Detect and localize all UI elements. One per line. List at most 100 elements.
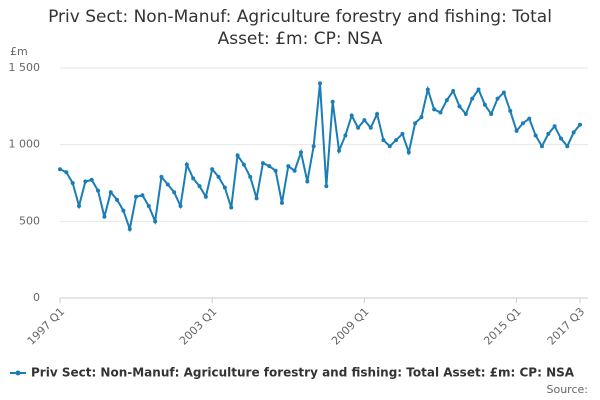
data-point (241, 162, 246, 167)
data-point (260, 161, 265, 166)
data-point (457, 104, 462, 109)
data-point (444, 98, 449, 103)
data-point (381, 138, 386, 143)
data-point (298, 150, 303, 155)
y-tick-label: 1 000 (9, 138, 41, 151)
data-point (482, 102, 487, 107)
data-point (368, 125, 373, 130)
data-point (96, 188, 101, 193)
source: Source: (547, 383, 589, 396)
data-point (508, 108, 513, 113)
data-point (222, 185, 227, 190)
data-point (273, 168, 278, 173)
data-point (229, 205, 234, 210)
data-point (495, 96, 500, 101)
data-point (438, 110, 443, 115)
data-point (546, 131, 551, 136)
data-point (64, 170, 69, 175)
x-tick-label: 2017 Q3 (545, 305, 588, 348)
data-point (89, 177, 94, 182)
data-point (394, 138, 399, 143)
data-point (203, 194, 208, 199)
data-point (210, 167, 215, 172)
data-point (413, 121, 418, 126)
data-point (489, 112, 494, 116)
data-point (432, 107, 437, 112)
legend-marker (15, 370, 21, 376)
data-point (349, 113, 354, 118)
data-point (375, 112, 380, 116)
data-point (425, 87, 430, 92)
chart-title: Priv Sect: Non-Manuf: Agriculture forest… (48, 7, 552, 49)
data-point (463, 112, 468, 116)
data-point (248, 174, 253, 179)
data-point (318, 81, 322, 86)
data-point (406, 150, 411, 155)
data-point (419, 115, 424, 120)
data-point (165, 182, 170, 187)
x-tick-label: 2015 Q1 (481, 305, 524, 348)
data-point (58, 167, 62, 172)
data-point (337, 148, 342, 153)
data-point (451, 89, 456, 93)
data-point (305, 179, 310, 184)
data-point (140, 193, 145, 198)
x-tick-label: 1997 Q1 (25, 305, 68, 348)
data-point (254, 196, 259, 201)
data-point (330, 99, 335, 104)
data-point (343, 133, 348, 138)
data-point (191, 176, 196, 181)
data-point (216, 174, 221, 179)
data-point (77, 204, 82, 208)
data-point (159, 174, 164, 179)
y-tick-label: 1 500 (9, 61, 41, 74)
data-point (279, 200, 284, 205)
series-line (59, 83, 581, 233)
data-point (324, 184, 329, 189)
data-point (470, 96, 475, 101)
y-tick-label: 500 (19, 214, 40, 227)
data-point (571, 130, 576, 135)
data-point (558, 136, 563, 141)
data-point (134, 194, 139, 199)
x-tick-label: 2003 Q1 (177, 305, 220, 348)
data-point (311, 144, 316, 149)
data-point (115, 197, 120, 202)
data-point (146, 204, 151, 208)
data-point (501, 90, 506, 95)
data-point (539, 144, 544, 149)
data-point (520, 121, 525, 126)
data-point (387, 144, 392, 149)
data-point (102, 214, 107, 219)
x-tick-label: 2009 Q1 (329, 305, 372, 348)
data-point (400, 131, 405, 136)
data-point (121, 208, 126, 213)
data-point (527, 116, 532, 121)
data-point (235, 153, 240, 158)
data-point (292, 168, 297, 173)
data-point (356, 125, 361, 130)
data-point (127, 227, 132, 231)
legend-label: Priv Sect: Non-Manuf: Agriculture forest… (31, 366, 575, 380)
data-point (70, 181, 75, 185)
data-point (552, 124, 557, 129)
data-point (108, 190, 113, 195)
y-axis-label: £m (10, 45, 28, 58)
data-point (267, 164, 272, 169)
data-point (476, 87, 481, 92)
data-point (514, 128, 519, 133)
y-tick-label: 0 (33, 291, 40, 304)
data-point (578, 122, 582, 127)
data-point (286, 164, 291, 169)
data-point (362, 118, 367, 123)
data-point (178, 204, 183, 208)
data-point (533, 133, 538, 138)
data-point (565, 144, 570, 149)
data-point (83, 179, 88, 184)
data-point (197, 184, 202, 189)
data-point (153, 219, 158, 224)
data-point (172, 190, 177, 195)
data-point (184, 162, 189, 167)
